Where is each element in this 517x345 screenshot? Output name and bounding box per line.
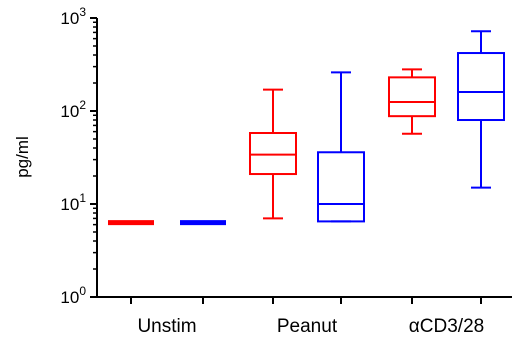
category-label: Unstim [137, 316, 196, 337]
category-labels: Unstim Peanut αCD3/28 [137, 316, 484, 337]
y-tick-base: 10 [60, 9, 79, 28]
box-3 [249, 88, 297, 304]
y-tick-base: 10 [60, 288, 79, 307]
box-2 [180, 220, 226, 304]
iqr-box [457, 52, 505, 122]
boxes [108, 30, 505, 304]
y-tick-label: 102 [60, 98, 86, 121]
iqr-box [317, 151, 365, 223]
y-axis-label: pg/ml [13, 136, 32, 178]
box-5 [388, 68, 436, 304]
category-label: αCD3/28 [409, 316, 484, 337]
y-tick-label: 103 [60, 5, 86, 28]
y-tick-label: 101 [60, 191, 86, 214]
box-1 [108, 220, 154, 304]
y-tick-exponent: 1 [79, 191, 86, 205]
y-tick-exponent: 2 [79, 98, 86, 112]
box-4 [317, 71, 365, 304]
y-tick-base: 10 [60, 102, 79, 121]
y-tick-base: 10 [60, 195, 79, 214]
axes [96, 18, 512, 298]
iqr-box [249, 132, 297, 176]
box-6 [457, 30, 505, 304]
y-tick-exponent: 3 [79, 5, 86, 19]
iqr-box [388, 76, 436, 118]
y-tick-label: 100 [60, 284, 86, 307]
category-label: Peanut [277, 316, 338, 337]
y-tick-exponent: 0 [79, 284, 86, 298]
